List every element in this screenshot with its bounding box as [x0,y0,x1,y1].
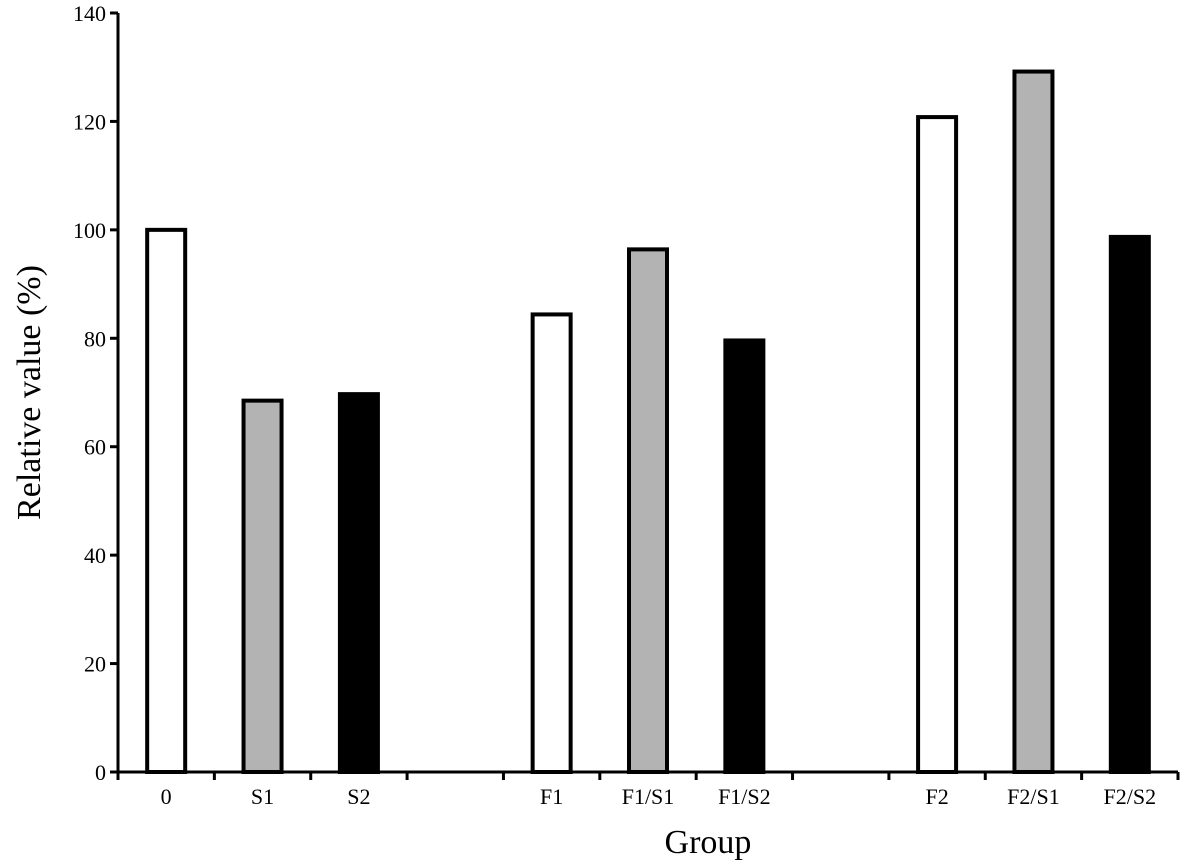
x-category-label: F2/S1 [1007,784,1060,809]
x-category-label: F2 [925,784,948,809]
x-category-label: 0 [161,784,172,809]
bar-F1-S2 [723,338,766,774]
x-category-label: S1 [251,784,274,809]
y-tick-label: 40 [84,543,106,568]
bars-layer [145,69,1151,775]
bar-F1-S1 [627,247,669,775]
bar-S2 [337,392,380,774]
bar-0 [145,227,188,775]
x-axis-title: Group [665,824,752,861]
bar-F2-S2 [1108,234,1151,774]
y-tick-label: 60 [84,435,106,460]
y-ticks: 0 20 40 60 80 100 120 140 [73,1,118,785]
x-category-label: S2 [347,784,370,809]
y-axis-title: Relative value (%) [11,265,48,520]
x-category-label: F1 [540,784,563,809]
bar-S1 [241,398,284,774]
bar-F1 [530,312,573,774]
axes-layer [116,13,1178,774]
bar-F2 [916,115,959,774]
y-tick-label: 100 [73,218,106,243]
y-tick-label: 0 [95,760,106,785]
y-tick-label: 20 [84,652,106,677]
x-ticks: 0 S1 S2 F1 F1/S1 F1/S2 F2 F2/S1 F2/S2 [116,772,1180,809]
x-category-label: F1/S1 [622,784,675,809]
y-tick-label: 80 [84,326,106,351]
x-category-label: F2/S2 [1104,784,1157,809]
y-tick-label: 140 [73,1,106,26]
bar-F2-S1 [1012,69,1055,774]
x-category-label: F1/S2 [718,784,771,809]
y-tick-label: 120 [73,109,106,134]
